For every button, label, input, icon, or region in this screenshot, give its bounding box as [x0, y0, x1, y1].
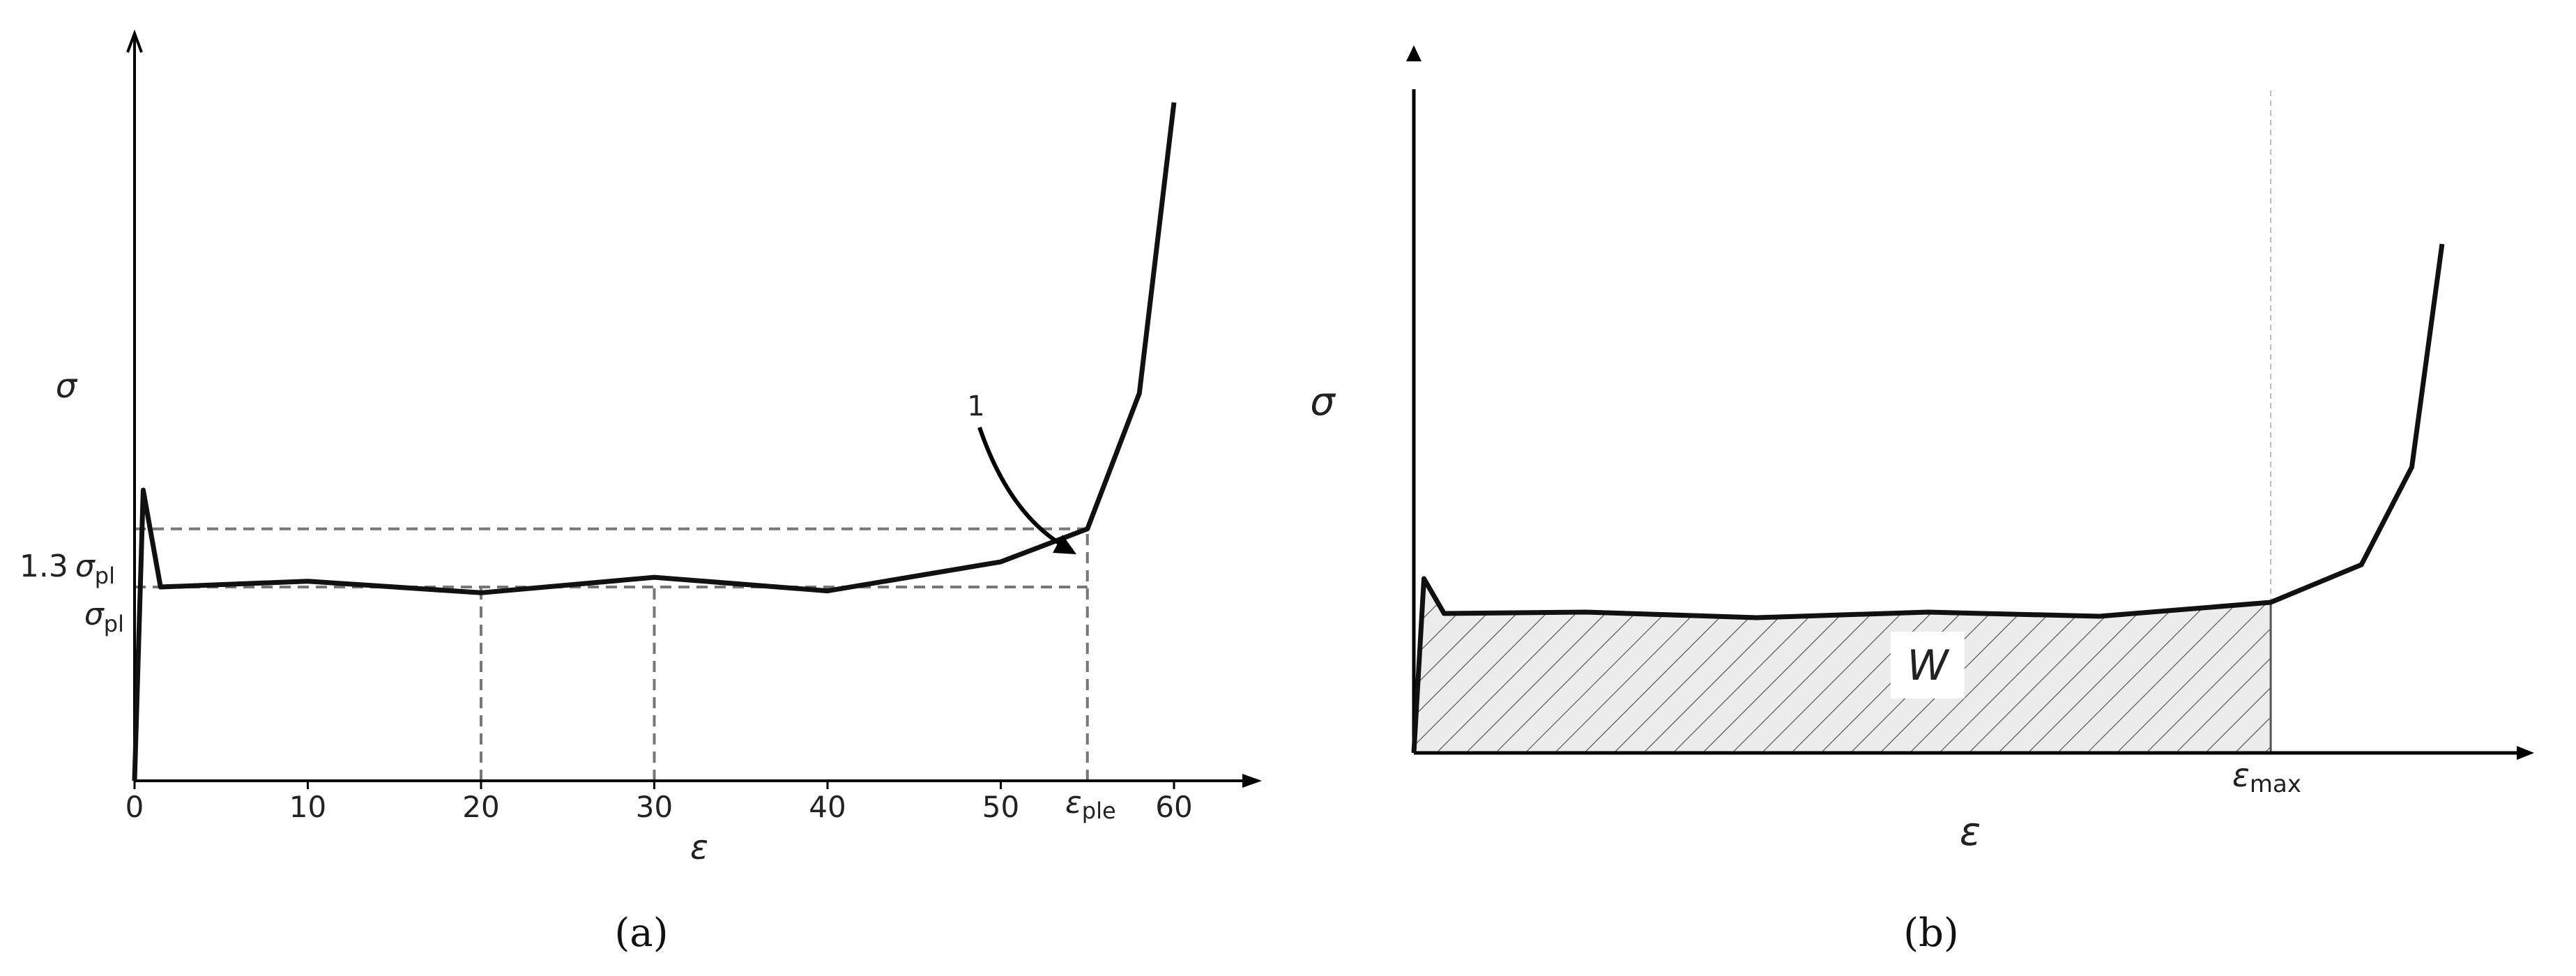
x-tick-label-0: 0 [125, 790, 144, 824]
x-axis-arrow [2517, 746, 2534, 760]
reference-lines [135, 527, 1089, 781]
x-tick-label-50: 50 [982, 790, 1019, 824]
axes [126, 29, 1262, 788]
x-tick-label-20: 20 [462, 790, 499, 824]
x-axis-label: ε [1960, 809, 1981, 855]
annotation-arrow [977, 427, 1074, 553]
x-axis-arrow [1242, 774, 1262, 788]
area-label: W [1907, 641, 1950, 690]
axes [1406, 45, 2534, 760]
x-tick-label-40: 40 [809, 790, 846, 824]
annotation-arrowhead [1053, 535, 1076, 554]
annotation-label: 1 [967, 390, 984, 422]
y-mark-label-sigma-pl: σpl [84, 597, 124, 637]
y-axis-label: σ [56, 367, 78, 406]
x-ticks: 0 10 20 30 40 50 60 [125, 781, 1193, 824]
y-axis-arrow [1406, 45, 1422, 61]
panel-a: 0 10 20 30 40 50 60 1.3 σpl σpl εple σ ε 1 (a) [20, 29, 1262, 956]
y-axis-arrow [126, 29, 143, 53]
x-tick-label-30: 30 [636, 790, 673, 824]
y-mark-label-1-3-sigma-pl: 1.3 σpl [20, 549, 115, 589]
panel-b: W εmax σ ε (b) [1310, 45, 2534, 956]
x-tick-label-60: 60 [1155, 790, 1192, 824]
area-label-box [1891, 632, 1965, 699]
x-tick-label-10: 10 [289, 790, 326, 824]
caption-b: (b) [1903, 910, 1959, 956]
y-axis-label: σ [1310, 379, 1336, 425]
x-marker-label-eps-ple: εple [1065, 785, 1116, 824]
series-line [1411, 243, 2445, 754]
x-axis-label: ε [690, 828, 708, 867]
hatched-area-w [1414, 579, 2271, 753]
x-marker-label-eps-max: εmax [2232, 756, 2301, 798]
series-line [132, 102, 1177, 781]
caption-a: (a) [614, 910, 668, 956]
